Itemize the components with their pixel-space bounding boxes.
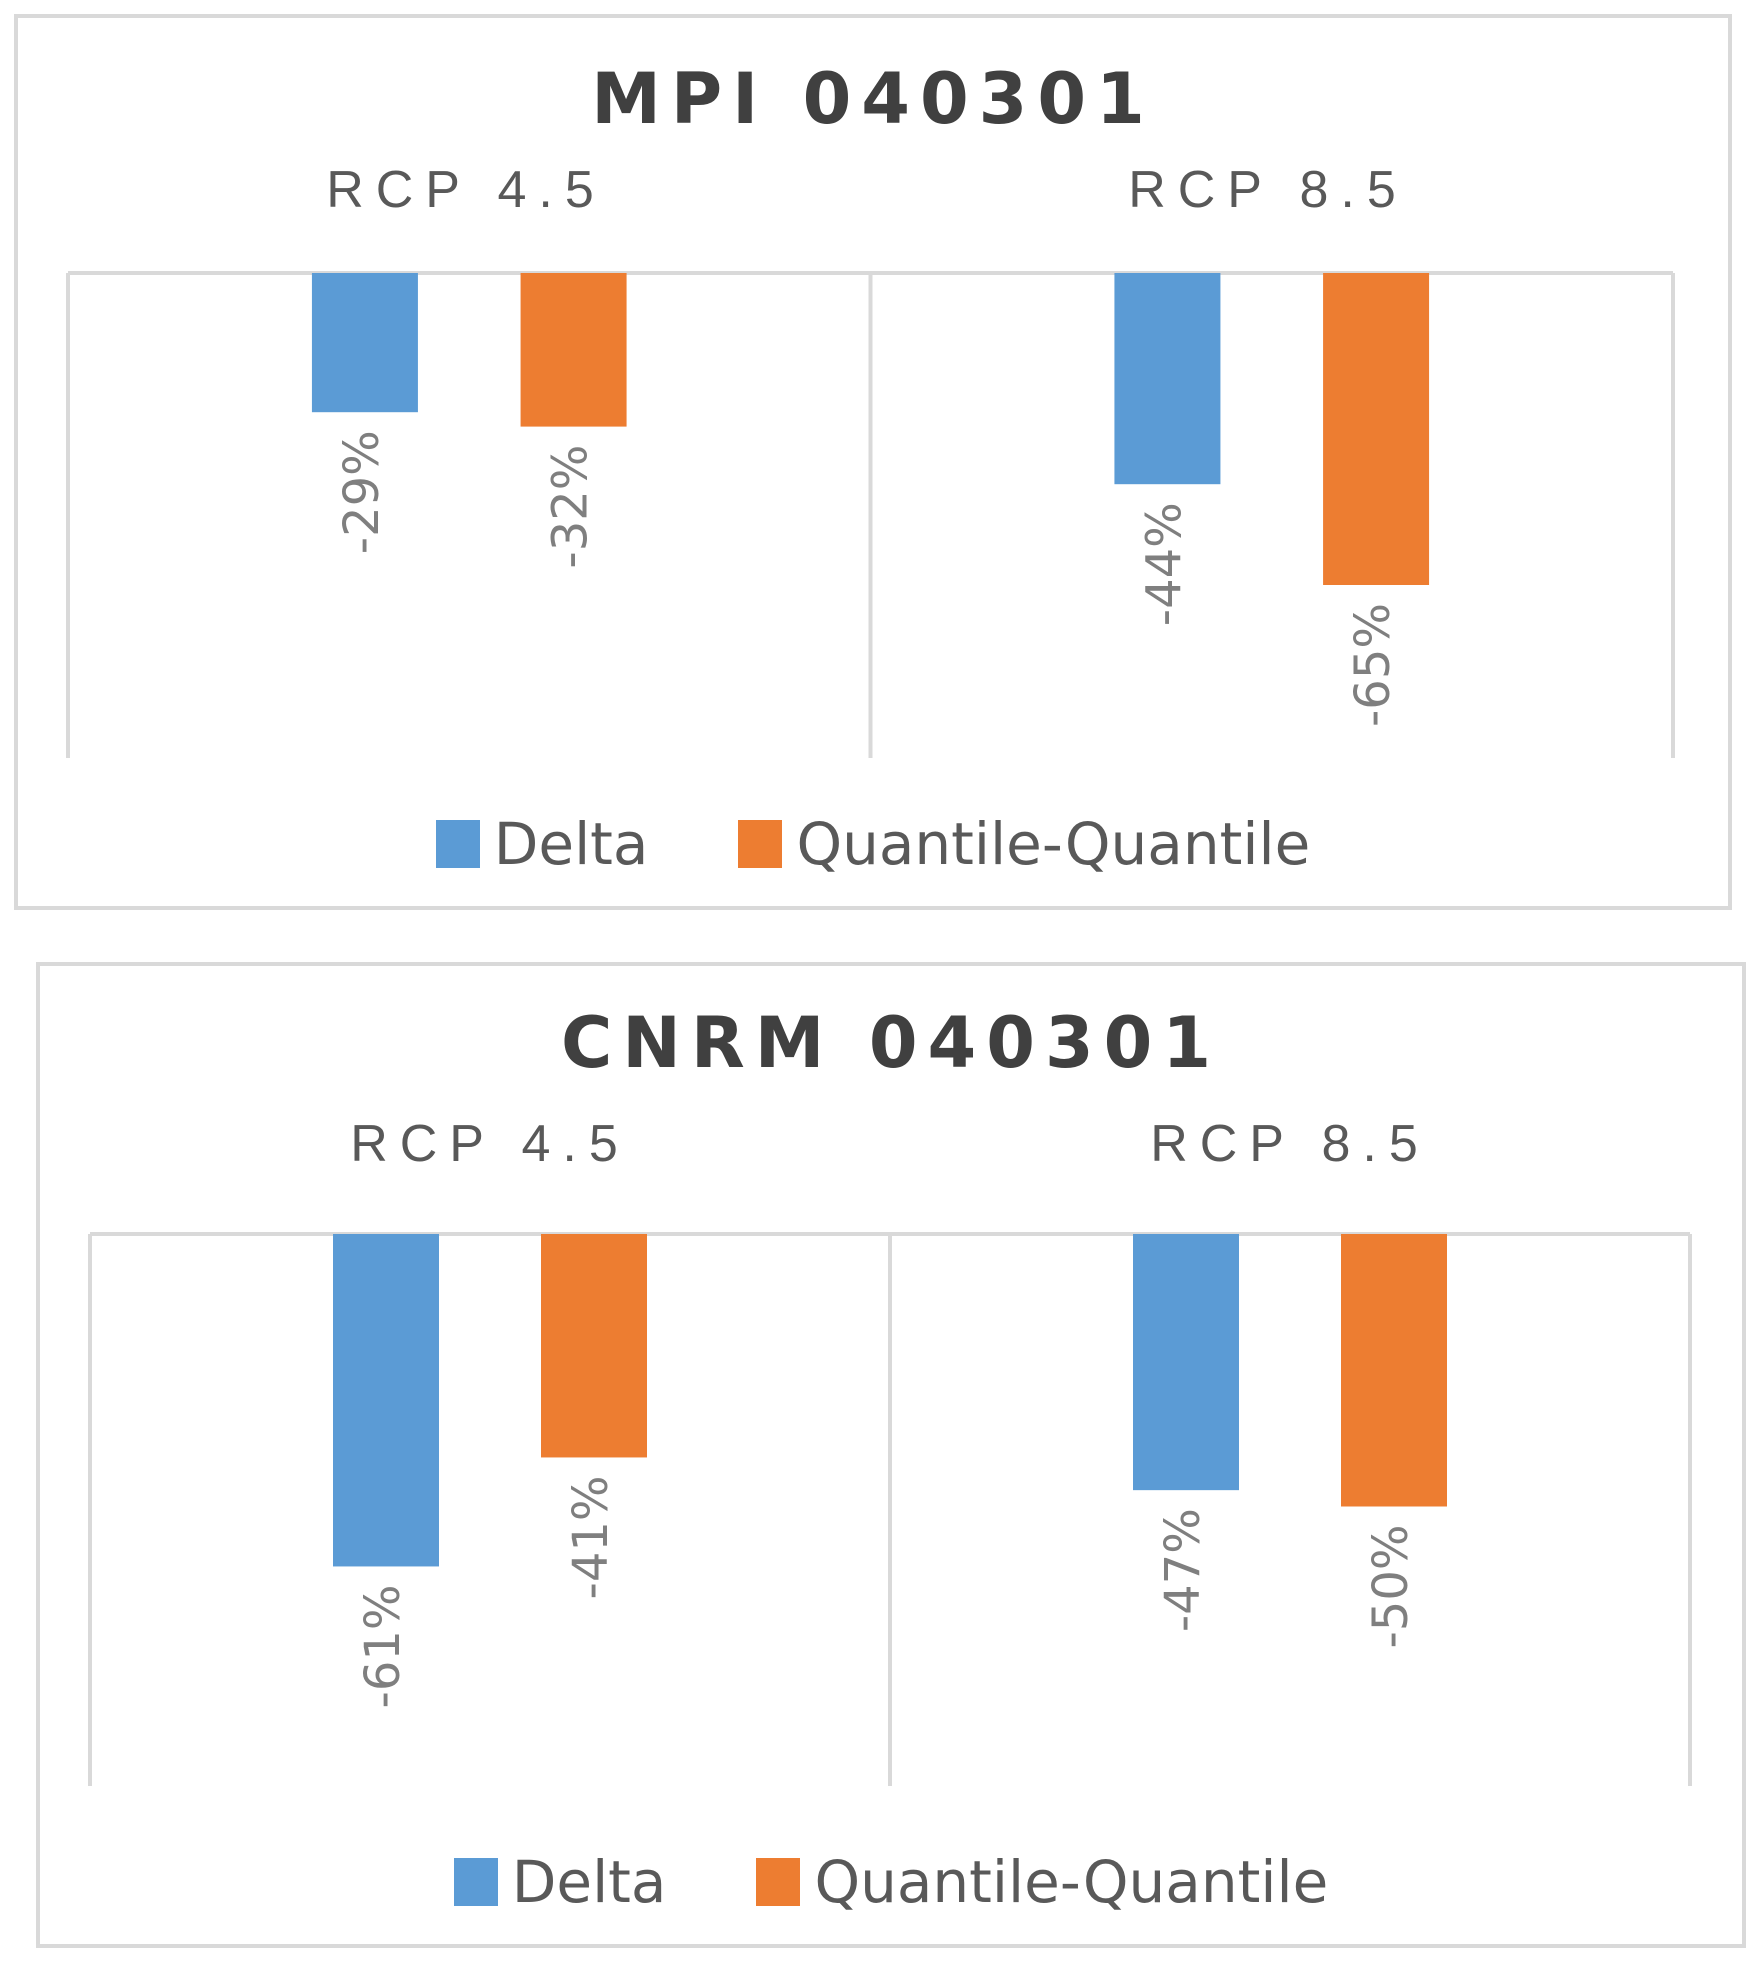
data-label-delta-0: -61% <box>355 1584 411 1708</box>
bar-delta-1 <box>1133 1234 1239 1491</box>
chart-cnrm: CNRM 040301 RCP 4.5 RCP 8.5 -61% -41% -47%… <box>36 962 1746 1948</box>
bar-quantile-1 <box>1341 1234 1447 1507</box>
plot-area: -61% -41% -47% -50% <box>88 1232 1692 1786</box>
bar-delta-1 <box>1114 273 1221 485</box>
plot-area: -29% -32% -44% -65% <box>66 271 1675 758</box>
legend-item-delta: Delta <box>453 1848 667 1916</box>
legend-swatch-quantile <box>738 820 783 868</box>
data-label-quantile-0: -32% <box>543 445 599 569</box>
legend-item-quantile: Quantile-Quantile <box>738 810 1310 878</box>
bar-delta-0 <box>333 1234 439 1567</box>
legend-label-quantile: Quantile-Quantile <box>796 810 1311 878</box>
data-label-quantile-0: -41% <box>563 1475 619 1599</box>
panel-label-rcp85: RCP 8.5 <box>1128 161 1408 219</box>
panel-label-rcp85: RCP 8.5 <box>1150 1115 1430 1173</box>
chart-title: MPI 040301 <box>591 58 1155 140</box>
data-label-delta-1: -44% <box>1136 502 1192 626</box>
data-label-quantile-1: -65% <box>1345 603 1401 727</box>
legend: Delta Quantile-Quantile <box>40 1848 1742 1916</box>
bar-quantile-0 <box>520 273 627 427</box>
data-label-quantile-1: -50% <box>1363 1525 1419 1649</box>
legend-swatch-delta <box>435 820 480 868</box>
bar-delta-0 <box>311 273 418 413</box>
data-label-delta-1: -47% <box>1155 1508 1211 1632</box>
bar-quantile-0 <box>541 1234 647 1458</box>
panel-label-rcp45: RCP 4.5 <box>326 161 606 219</box>
legend-label-delta: Delta <box>493 810 649 878</box>
chart-mpi: MPI 040301 RCP 4.5 RCP 8.5 -29% -32% -44% -… <box>14 14 1732 910</box>
bar-quantile-1 <box>1323 273 1430 585</box>
chart-title: CNRM 040301 <box>560 1002 1222 1084</box>
legend-swatch-quantile <box>756 1858 801 1906</box>
panel-label-rcp45: RCP 4.5 <box>350 1115 630 1173</box>
legend: Delta Quantile-Quantile <box>18 810 1728 878</box>
legend-item-quantile: Quantile-Quantile <box>756 1848 1328 1916</box>
legend-label-delta: Delta <box>511 1848 667 1916</box>
legend-label-quantile: Quantile-Quantile <box>814 1848 1329 1916</box>
legend-item-delta: Delta <box>435 810 649 878</box>
data-label-delta-0: -29% <box>334 430 390 554</box>
legend-swatch-delta <box>453 1858 498 1906</box>
